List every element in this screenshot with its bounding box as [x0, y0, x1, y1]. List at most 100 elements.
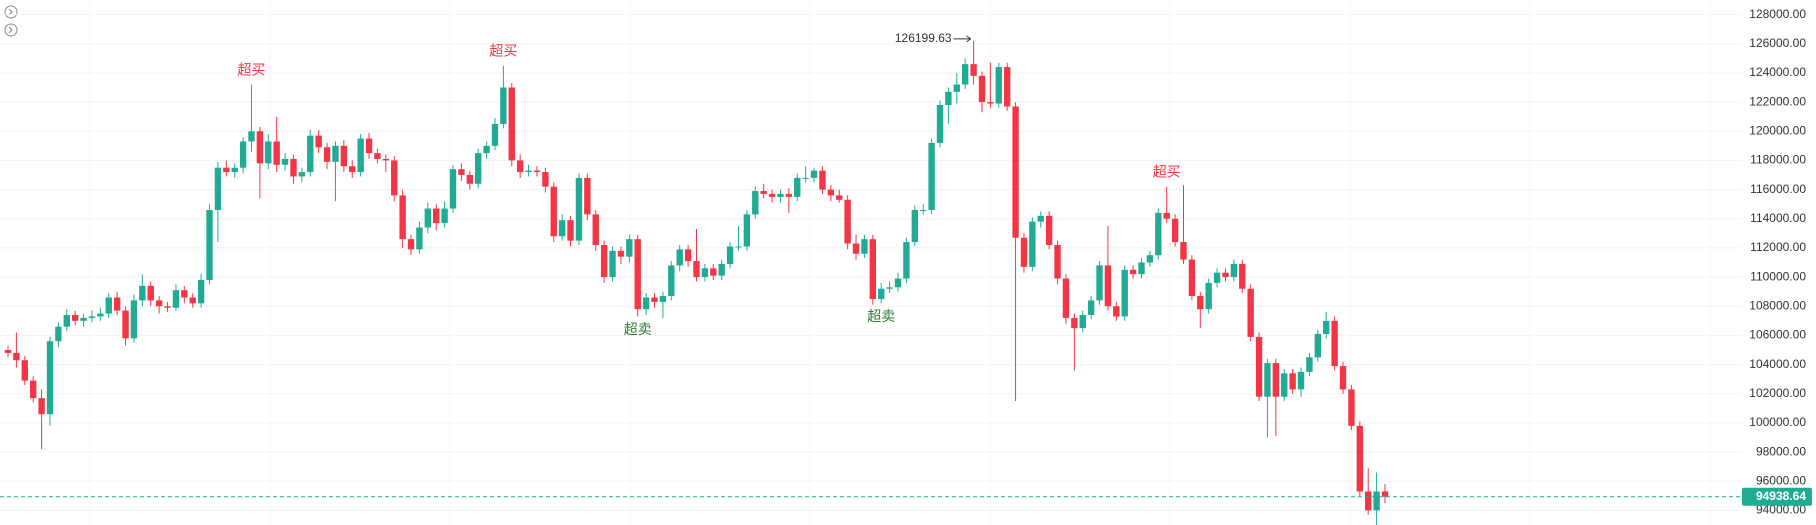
candle-body — [794, 177, 801, 197]
candle-body — [1213, 272, 1221, 283]
candle-body — [55, 326, 62, 342]
candle-body — [80, 317, 87, 321]
candle-body — [281, 158, 289, 165]
candle-body — [743, 214, 751, 247]
candle-body — [592, 214, 599, 245]
candle-body — [861, 239, 868, 254]
candle-body — [768, 193, 776, 197]
candle-body — [542, 172, 549, 187]
signal-label: 超卖 — [624, 321, 652, 337]
candle-body — [172, 290, 180, 308]
expand-icon[interactable] — [4, 5, 18, 19]
candle-body — [1230, 263, 1238, 278]
candle-body — [1222, 272, 1229, 278]
y-tick-label: 114000.00 — [1750, 211, 1806, 225]
candle-body — [651, 297, 658, 302]
y-tick-label: 96000.00 — [1756, 473, 1806, 487]
candle-body — [1264, 363, 1271, 397]
candle-body — [231, 167, 238, 173]
candle-body — [844, 199, 851, 244]
candle-body — [181, 290, 188, 298]
candle-body — [1331, 320, 1338, 367]
candle-body — [298, 172, 306, 177]
candle-body — [777, 193, 784, 197]
candle-body — [693, 261, 700, 278]
candle-body — [1381, 491, 1389, 497]
toolbar-icons[interactable] — [4, 5, 18, 37]
candle-body — [785, 193, 793, 197]
signal-label: 超买 — [1153, 163, 1181, 179]
candle-body — [46, 341, 54, 415]
candle-body — [340, 145, 348, 167]
candle-body — [349, 166, 356, 173]
candle-body — [609, 250, 616, 278]
candle-body — [290, 158, 297, 177]
candle-body — [869, 239, 877, 299]
candle-body — [1306, 357, 1313, 372]
candle-body — [1255, 336, 1263, 397]
candle-body — [1096, 265, 1103, 301]
candle-body — [38, 398, 45, 415]
candle-body — [1188, 259, 1196, 297]
candle-body — [1365, 491, 1372, 511]
candle-body — [953, 84, 960, 92]
candle-body — [1314, 333, 1322, 358]
expand-icon[interactable] — [4, 23, 18, 37]
candle-body — [827, 189, 835, 196]
y-tick-label: 98000.00 — [1756, 444, 1806, 458]
candle-body — [155, 300, 163, 307]
candle-body — [726, 246, 734, 264]
candle-body — [433, 208, 440, 224]
candle-body — [945, 91, 952, 105]
candle-body — [718, 263, 725, 276]
candle-body — [961, 64, 969, 85]
candle-body — [1045, 215, 1053, 245]
candle-body — [567, 220, 574, 241]
candle-body — [659, 296, 667, 302]
candle-body — [1003, 67, 1011, 107]
candle-body — [903, 242, 910, 279]
candle-body — [399, 195, 406, 240]
candle-body — [189, 297, 196, 304]
candle-body — [1289, 373, 1296, 390]
candle-body — [668, 265, 675, 297]
candle-body — [357, 138, 364, 173]
candle-body — [248, 131, 255, 142]
y-tick-label: 112000.00 — [1750, 240, 1806, 254]
candle-body — [97, 313, 104, 317]
candle-body — [894, 278, 902, 288]
candle-body — [978, 75, 986, 103]
candle-body — [584, 177, 591, 215]
candle-body — [88, 316, 96, 318]
candle-body — [113, 297, 121, 311]
last-price-label: 94938.64 — [1756, 489, 1806, 503]
candle-body — [139, 285, 146, 301]
candle-body — [441, 208, 448, 224]
y-tick-label: 124000.00 — [1749, 65, 1806, 79]
candle-body — [197, 280, 205, 304]
candle-body — [214, 167, 222, 210]
candle-body — [920, 210, 927, 211]
candle-body — [1121, 269, 1128, 317]
candle-body — [995, 67, 1002, 104]
candle-body — [684, 249, 692, 262]
last-price-box — [1742, 487, 1812, 506]
candle-body — [105, 297, 112, 314]
signal-label: 超买 — [489, 42, 517, 58]
candle-body — [558, 220, 566, 237]
candle-body — [1239, 263, 1246, 289]
candle-body — [752, 191, 759, 215]
y-tick-label: 104000.00 — [1749, 357, 1806, 371]
candle-body — [1012, 106, 1019, 238]
labels: 94000.00 96000.00 98000.00 100000.00 102000.… — [0, 7, 1812, 517]
candle-body — [810, 170, 818, 178]
candle-body — [29, 380, 37, 399]
candle-body — [466, 175, 473, 184]
candle-body — [1272, 363, 1280, 397]
candle-body — [1029, 221, 1036, 267]
high-label: 126199.63 — [895, 31, 952, 45]
candle-body — [382, 158, 390, 161]
candle-body — [575, 177, 583, 241]
candle-body — [600, 245, 608, 278]
candle-body — [500, 87, 507, 124]
